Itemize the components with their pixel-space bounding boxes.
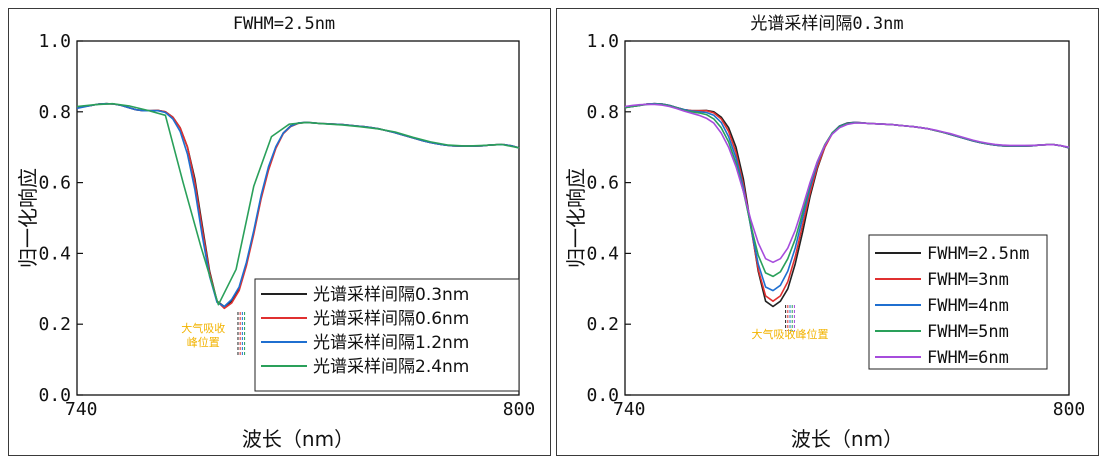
- x-axis-title: 波长（nm）: [791, 427, 903, 451]
- chart-panel-right: 光谱采样间隔0.3nm 0.0 0.2 0.4 0.6 0.8 1.0 740 800 波长（nm…: [556, 8, 1099, 456]
- series-line-1: [76, 102, 520, 308]
- y-axis-title: 归一化响应: [16, 168, 40, 268]
- y-tick-label: 1.0: [586, 31, 619, 52]
- chart-title-right: 光谱采样间隔0.3nm: [750, 14, 903, 34]
- chart-right: 光谱采样间隔0.3nm 0.0 0.2 0.4 0.6 0.8 1.0 740 800 波长（nm…: [564, 14, 1086, 451]
- y-axis-title: 归一化响应: [564, 168, 588, 268]
- legend-label: 光谱采样间隔2.4nm: [313, 357, 469, 377]
- y-tick-label: 0.0: [586, 385, 619, 406]
- y-tick-label: 0.6: [38, 173, 71, 194]
- y-tick-label: 0.2: [38, 314, 71, 335]
- plot-frame-left: [76, 40, 520, 396]
- x-tick-label: 740: [613, 399, 646, 420]
- legend-label: FWHM=6nm: [927, 348, 1009, 368]
- legend-label: FWHM=4nm: [927, 296, 1009, 316]
- legend-label: 光谱采样间隔0.6nm: [313, 309, 469, 329]
- chart-left: FWHM=2.5nm 0.0 0.2 0.4 0.6 0.8 1.0 740 800 波长（nm）…: [16, 14, 536, 451]
- plot-frame-right: [624, 40, 1070, 396]
- series-line-4: [76, 102, 520, 306]
- x-axis-title: 波长（nm）: [242, 427, 354, 451]
- chart-title-left: FWHM=2.5nm: [233, 14, 335, 34]
- y-tick-label: 0.0: [38, 385, 71, 406]
- legend-label: 光谱采样间隔0.3nm: [313, 285, 469, 305]
- y-tick-label: 0.4: [38, 243, 71, 264]
- legend-box: [868, 234, 1048, 370]
- y-tick-label: 1.0: [38, 31, 71, 52]
- annotation-line-2: 峰位置: [187, 335, 220, 349]
- legend-label: FWHM=3nm: [927, 270, 1009, 290]
- x-tick-label: 800: [503, 399, 536, 420]
- x-tick-label: 740: [65, 399, 98, 420]
- legend-box: [254, 278, 520, 392]
- legend-label: FWHM=5nm: [927, 322, 1009, 342]
- legend-label: FWHM=2.5nm: [927, 244, 1029, 264]
- series-line-2: [76, 102, 520, 310]
- x-tick-label: 800: [1053, 399, 1086, 420]
- y-tick-label: 0.2: [586, 314, 619, 335]
- y-tick-label: 0.8: [586, 102, 619, 123]
- annotation-line-1: 大气吸收: [181, 321, 225, 335]
- series-line-5: [624, 103, 1070, 264]
- annotation-label: 大气吸收峰位置: [752, 327, 829, 341]
- legend-label: 光谱采样间隔1.2nm: [313, 333, 469, 353]
- series-line-3: [76, 102, 520, 308]
- y-tick-label: 0.4: [586, 243, 619, 264]
- y-tick-label: 0.6: [586, 173, 619, 194]
- chart-panel-left: FWHM=2.5nm 0.0 0.2 0.4 0.6 0.8 1.0 740 800 波长（nm）…: [8, 8, 551, 456]
- y-tick-label: 0.8: [38, 102, 71, 123]
